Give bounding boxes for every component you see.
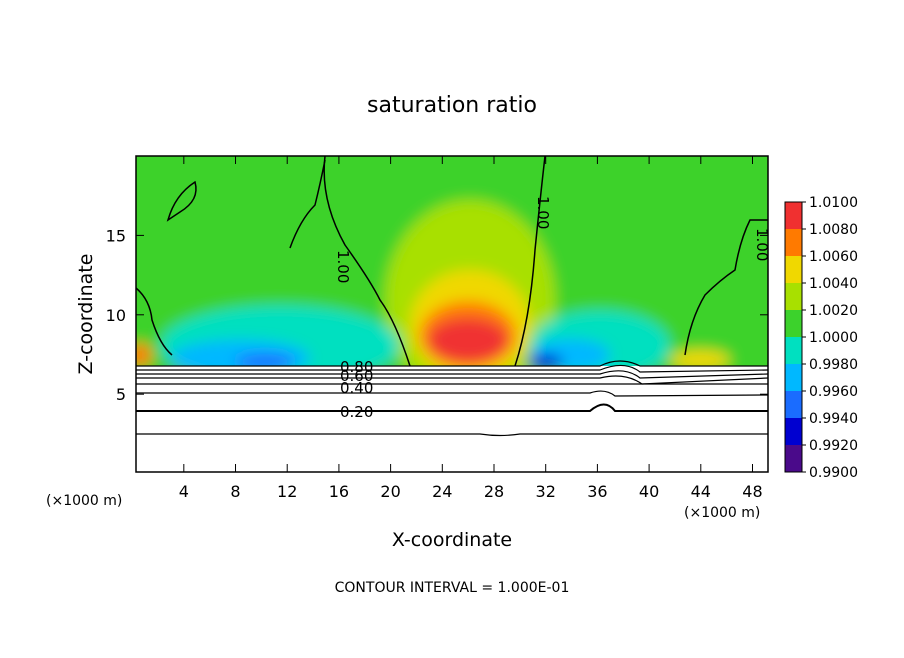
colorbar-tick-label: 1.0020 <box>809 303 858 319</box>
footer-note: CONTOUR INTERVAL = 1.000E-01 <box>335 580 570 596</box>
below-cloud-region <box>136 366 768 472</box>
colorbar-tick-label: 1.0100 <box>809 195 858 211</box>
contour-line <box>323 156 411 367</box>
y-tick-label: 15 <box>106 226 126 245</box>
field-region <box>428 318 508 362</box>
x-tick-label: 44 <box>691 482 711 501</box>
contour-line <box>289 159 326 249</box>
colorbar-tick-label: 1.0080 <box>809 222 858 238</box>
colorbar-band <box>785 310 802 337</box>
colorbar-tick-label: 0.9920 <box>809 438 858 454</box>
x-tick-label: 16 <box>329 482 349 501</box>
colorbar-band <box>785 418 802 445</box>
colorbar-tick-label: 1.0000 <box>809 330 858 346</box>
x-tick-label: 28 <box>484 482 504 501</box>
contour-label: 1.00 <box>753 228 771 261</box>
colorbar-tick-label: 0.9940 <box>809 411 858 427</box>
contour-line <box>166 180 197 222</box>
contour-label: 0.60 <box>340 367 373 385</box>
plot-frame <box>135 155 769 473</box>
colorbar: 0.9900 0.9920 0.9940 0.9960 0.9980 1.0000 1.00… <box>784 195 858 481</box>
colorbar-band <box>785 256 802 283</box>
x-tick-label: 36 <box>587 482 607 501</box>
contour-line <box>136 433 768 437</box>
x-unit-label: (×1000 m) <box>684 505 760 521</box>
colorbar-tick-label: 0.9900 <box>809 465 858 481</box>
x-tick-label: 48 <box>742 482 762 501</box>
contour-line <box>684 219 768 356</box>
contour-line <box>136 287 173 356</box>
x-axis-label: X-coordinate <box>392 529 512 551</box>
contour-line <box>136 370 768 379</box>
colorbar-tick-label: 0.9960 <box>809 384 858 400</box>
colorbar-band <box>785 283 802 310</box>
colorbar-tick-label: 1.0060 <box>809 249 858 265</box>
field <box>136 156 768 472</box>
x-tick-label: 32 <box>536 482 556 501</box>
x-tick-label: 20 <box>380 482 400 501</box>
x-unit-label: (×1000 m) <box>46 493 122 509</box>
contour-label: 1.00 <box>334 250 352 283</box>
y-tick-label: 5 <box>116 385 126 404</box>
contour-label: 0.40 <box>340 379 373 397</box>
colorbar-tick-label: 0.9980 <box>809 357 858 373</box>
contour-line <box>136 403 768 412</box>
y-axis-label: Z-coordinate <box>75 254 97 375</box>
colorbar-band <box>785 391 802 418</box>
colorbar-band <box>785 364 802 391</box>
x-tick-label: 4 <box>179 482 189 501</box>
contour-line <box>136 360 768 367</box>
x-tick-label: 40 <box>639 482 659 501</box>
colorbar-band <box>785 202 802 229</box>
y-tick-label: 10 <box>106 306 126 325</box>
field-layers <box>136 156 768 472</box>
x-tick-label: 24 <box>432 482 452 501</box>
contour-lines <box>136 156 768 472</box>
contour-line <box>136 390 768 397</box>
contour-line <box>136 364 768 373</box>
colorbar-tick-label: 1.0040 <box>809 276 858 292</box>
contour-label: 0.80 <box>340 358 373 376</box>
chart-title: saturation ratio <box>367 93 537 118</box>
colorbar-band <box>785 229 802 256</box>
x-tick-label: 8 <box>230 482 240 501</box>
contour-group <box>136 156 768 437</box>
field-region <box>136 343 152 367</box>
contour-label: 0.20 <box>340 403 373 421</box>
colorbar-band <box>785 337 802 364</box>
colorbar-band <box>785 445 802 472</box>
contour-label: 1.00 <box>534 196 552 229</box>
x-tick-label: 12 <box>277 482 297 501</box>
contour-line <box>514 156 546 367</box>
